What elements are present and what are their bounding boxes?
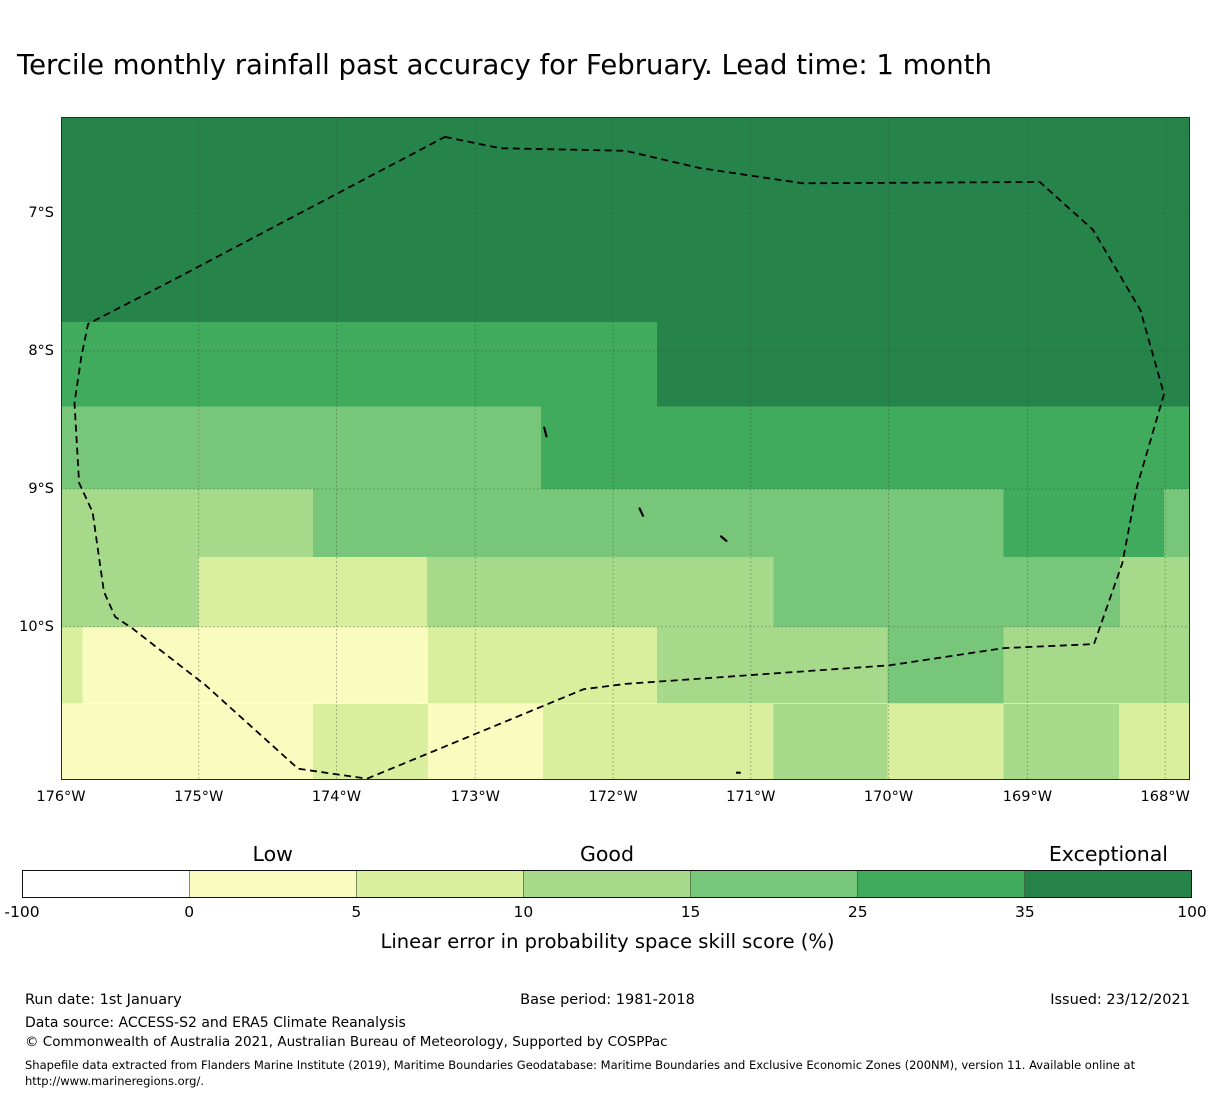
island-mark [638, 507, 645, 517]
y-axis-latitude: 7°S 8°S 9°S 10°S [0, 117, 54, 780]
colorbar-segment-10-15 [523, 871, 690, 897]
grid-cell [61, 117, 1190, 322]
colorbar-tick-labels: -100 0 5 10 15 25 35 100 [4, 903, 1206, 923]
grid-cell [61, 406, 541, 489]
grid-cell [312, 703, 428, 780]
colorbar-category-labels: Low Good Exceptional [22, 842, 1192, 868]
grid-cell [773, 557, 1120, 627]
grid-cell [1003, 488, 1164, 558]
colorbar-segment-25-35 [857, 871, 1024, 897]
island-mark [719, 535, 728, 542]
grid-cell [773, 703, 888, 780]
x-tick-label: 168°W [1140, 789, 1190, 805]
colorbar-tick-label: 100 [1177, 903, 1207, 921]
colorbar-tick-label: 15 [680, 903, 701, 921]
grid-cell [427, 626, 658, 704]
colorbar-category-low: Low [252, 842, 293, 866]
colorbar-segment-5-10 [356, 871, 523, 897]
grid-cell [657, 321, 1190, 407]
grid-cell [887, 703, 1004, 780]
map-border [61, 117, 1190, 780]
grid-cell [426, 557, 774, 627]
grid-cell [1003, 703, 1119, 780]
y-tick-label: 8°S [28, 343, 54, 360]
grid-cell [61, 557, 199, 627]
grid-cell [543, 703, 774, 780]
y-tick-label: 7°S [28, 205, 54, 222]
shapefile-note-line2: http://www.marineregions.org/. [25, 1074, 204, 1088]
copyright-text: © Commonwealth of Australia 2021, Austra… [25, 1034, 668, 1050]
grid-cell [61, 321, 658, 407]
map-area [61, 117, 1190, 780]
grid-cell [1118, 703, 1190, 780]
rainfall-accuracy-heatmap [61, 117, 1190, 780]
colorbar-tick-label: 35 [1014, 903, 1035, 921]
x-tick-label: 175°W [174, 789, 224, 805]
colorbar-tick-label: 5 [351, 903, 362, 921]
grid-cell [1164, 488, 1190, 558]
x-tick-label: 174°W [311, 789, 362, 805]
x-tick-label: 172°W [588, 789, 638, 805]
colorbar-segment-15-25 [690, 871, 857, 897]
colorbar-segment-neg [23, 871, 189, 897]
colorbar-caption: Linear error in probability space skill … [380, 930, 835, 953]
colorbar [22, 870, 1192, 898]
grid-cell [887, 626, 1004, 704]
shapefile-note-line1: Shapefile data extracted from Flanders M… [25, 1058, 1136, 1072]
colorbar-tick-label: 0 [184, 903, 195, 921]
y-tick-label: 9°S [28, 480, 54, 497]
base-period-text: Base period: 1981-2018 [520, 992, 695, 1008]
colorbar-tick-label: 10 [513, 903, 534, 921]
x-tick-label: 176°W [36, 789, 86, 805]
grid-cell [61, 703, 313, 780]
x-tick-label: 171°W [726, 789, 776, 805]
grid-cell [540, 406, 1190, 489]
grid-cell [61, 488, 313, 558]
colorbar-category-exceptional: Exceptional [1048, 842, 1168, 866]
grid-cell [61, 626, 83, 704]
colorbar-segment-35-100 [1024, 871, 1191, 897]
y-tick-label: 10°S [19, 618, 54, 635]
colorbar-category-good: Good [580, 842, 634, 866]
grid-cell [427, 703, 544, 780]
x-tick-label: 169°W [1002, 789, 1053, 805]
colorbar-tick-label: -100 [4, 903, 40, 921]
colorbar-tick-label: 25 [847, 903, 868, 921]
data-source-text: Data source: ACCESS-S2 and ERA5 Climate … [25, 1015, 406, 1031]
grid-cell [1003, 626, 1190, 704]
x-tick-label: 173°W [450, 789, 500, 805]
grid-cell [198, 557, 427, 627]
x-tick-label: 170°W [863, 789, 914, 805]
x-axis-longitude: 176°W 175°W 174°W 173°W 172°W 171°W 170°W 169°W… [36, 789, 1190, 809]
grid-cell [657, 626, 888, 704]
issued-date-text: Issued: 23/12/2021 [1050, 992, 1190, 1008]
eez-boundary-outline [73, 135, 1165, 780]
chart-title: Tercile monthly rainfall past accuracy f… [17, 49, 992, 81]
grid-cell [82, 626, 428, 704]
colorbar-segment-0-5 [189, 871, 356, 897]
island-mark [543, 426, 548, 438]
grid-cell [1120, 557, 1190, 627]
grid-cell [312, 488, 1004, 558]
run-date-text: Run date: 1st January [25, 992, 182, 1008]
